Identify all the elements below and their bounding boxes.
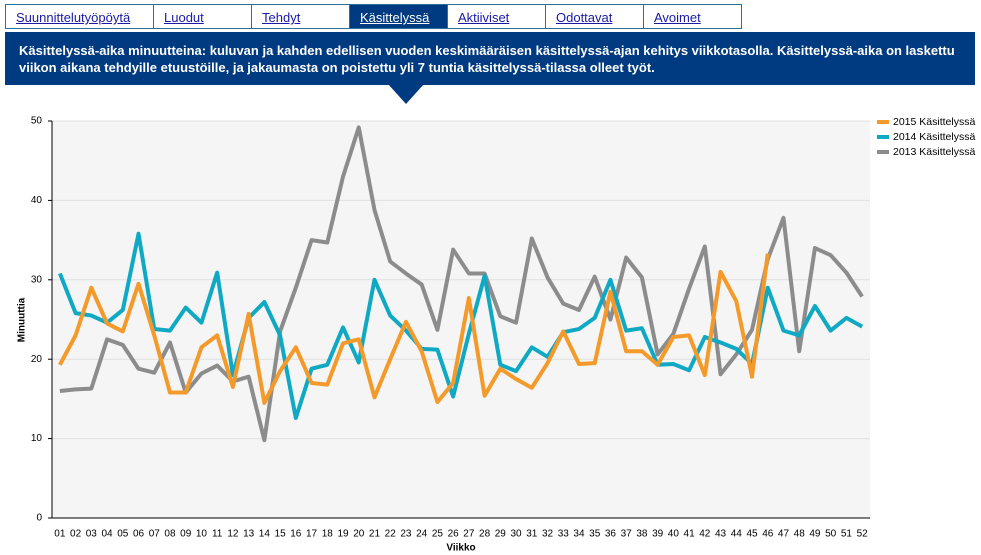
x-tick-label: 43 (715, 529, 727, 540)
tab[interactable]: Suunnittelutyöpöytä (5, 4, 154, 29)
tab[interactable]: Avoimet (643, 4, 742, 29)
x-tick-label: 22 (385, 529, 397, 540)
tab[interactable]: Käsittelyssä (349, 4, 448, 29)
x-tick-label: 26 (448, 529, 460, 540)
x-tick-label: 21 (369, 529, 381, 540)
x-tick-label: 18 (322, 529, 334, 540)
x-tick-label: 46 (762, 529, 774, 540)
x-tick-label: 38 (636, 529, 648, 540)
legend-label: 2015 Käsittelyssä (893, 116, 975, 128)
x-tick-label: 30 (510, 529, 522, 540)
x-tick-label: 47 (778, 529, 790, 540)
x-tick-label: 20 (353, 529, 365, 540)
x-tick-label: 17 (306, 529, 318, 540)
legend-label: 2013 Käsittelyssä (893, 146, 975, 158)
x-tick-label: 11 (212, 529, 223, 540)
x-tick-label: 48 (794, 529, 806, 540)
tab-bar: Suunnittelutyöpöytä Luodut Tehdyt Käsittely… (5, 4, 742, 29)
x-tick-label: 31 (526, 529, 538, 540)
legend-label: 2014 Käsittelyssä (893, 131, 975, 143)
info-banner: Käsittelyssä-aika minuutteina: kuluvan j… (5, 32, 975, 85)
tab[interactable]: Aktiiviset (447, 4, 546, 29)
x-tick-label: 50 (825, 529, 837, 540)
y-tick-label: 30 (31, 274, 43, 285)
y-tick-label: 40 (31, 195, 43, 206)
x-tick-label: 01 (54, 529, 66, 540)
x-tick-label: 29 (495, 529, 507, 540)
x-tick-label: 25 (432, 529, 444, 540)
x-tick-label: 24 (416, 529, 428, 540)
x-tick-label: 27 (463, 529, 475, 540)
line-series (59, 125, 864, 443)
y-tick-label: 20 (31, 354, 43, 365)
line-series (58, 231, 864, 420)
x-tick-label: 06 (133, 529, 145, 540)
x-tick-label: 08 (164, 529, 176, 540)
x-tick-label: 15 (275, 529, 287, 540)
x-tick-label: 45 (746, 529, 758, 540)
y-axis-label: Minuuttia (17, 297, 28, 342)
x-tick-label: 23 (400, 529, 412, 540)
banner-pointer (388, 84, 424, 104)
x-tick-label: 04 (101, 529, 113, 540)
x-tick-label: 51 (841, 529, 853, 540)
x-tick-label: 37 (621, 529, 633, 540)
x-tick-label: 33 (558, 529, 570, 540)
x-tick-label: 07 (149, 529, 161, 540)
x-tick-label: 36 (605, 529, 617, 540)
x-tick-label: 19 (337, 529, 349, 540)
x-tick-label: 52 (857, 529, 869, 540)
tab[interactable]: Luodut (153, 4, 252, 29)
x-tick-label: 03 (86, 529, 98, 540)
x-axis-label: Viikko (446, 543, 475, 554)
plot-area (52, 121, 870, 518)
x-tick-label: 12 (227, 529, 239, 540)
x-tick-label: 05 (117, 529, 129, 540)
y-tick-label: 10 (31, 433, 43, 444)
x-tick-label: 49 (809, 529, 821, 540)
x-tick-label: 40 (668, 529, 680, 540)
x-tick-label: 02 (70, 529, 82, 540)
x-tick-label: 28 (479, 529, 491, 540)
x-tick-label: 13 (243, 529, 255, 540)
x-tick-label: 44 (731, 529, 743, 540)
x-tick-label: 14 (259, 529, 271, 540)
x-tick-label: 09 (180, 529, 192, 540)
tab[interactable]: Odottavat (545, 4, 644, 29)
x-tick-label: 32 (542, 529, 554, 540)
x-tick-label: 34 (573, 529, 585, 540)
x-tick-label: 35 (589, 529, 601, 540)
x-tick-label: 41 (684, 529, 696, 540)
x-tick-label: 42 (699, 529, 711, 540)
tab[interactable]: Tehdyt (251, 4, 350, 29)
x-tick-label: 39 (652, 529, 664, 540)
x-tick-label: 10 (196, 529, 208, 540)
line-series (58, 253, 770, 405)
x-tick-label: 16 (290, 529, 302, 540)
y-tick-label: 50 (31, 116, 43, 127)
y-tick-label: 0 (36, 513, 42, 524)
